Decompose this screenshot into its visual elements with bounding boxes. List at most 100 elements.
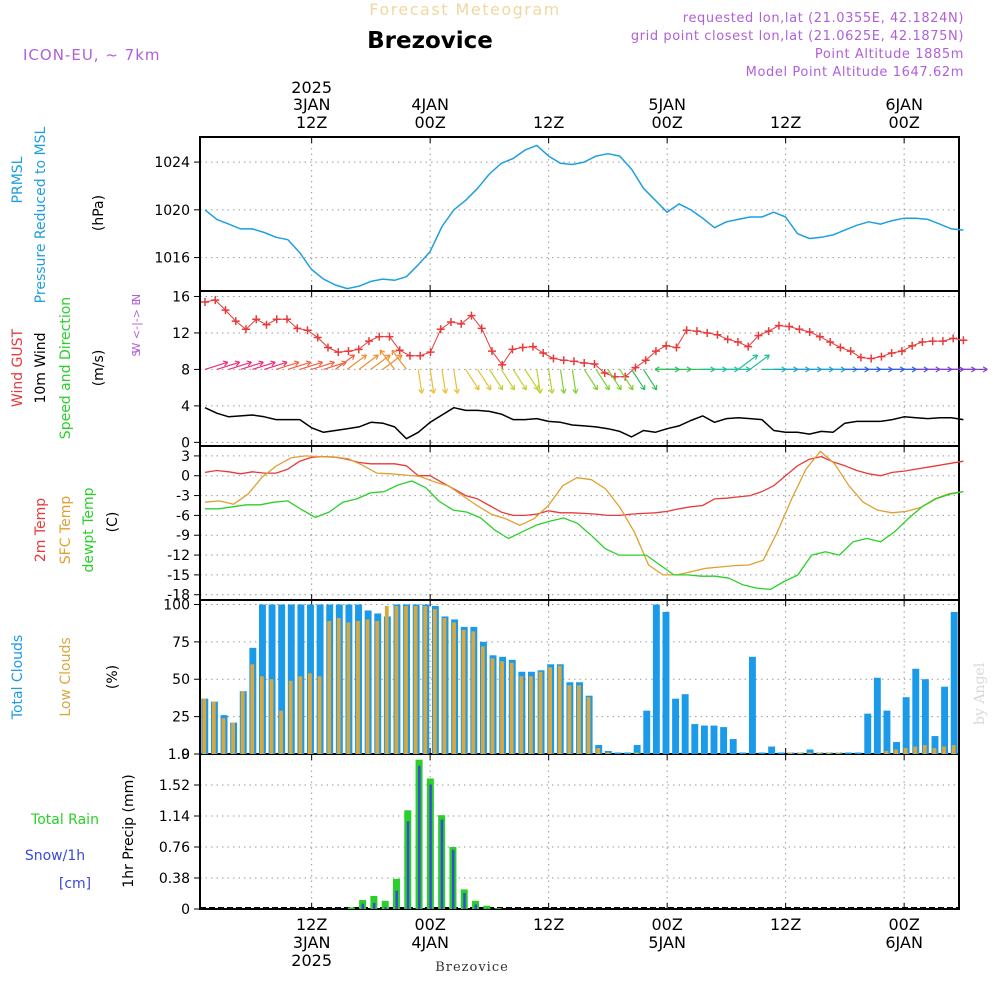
wind-arrow-head — [752, 354, 759, 360]
y-tick-label: 0.76 — [159, 840, 190, 856]
total-cloud-bar — [268, 604, 276, 754]
gust-marker — [856, 353, 865, 362]
gust-marker — [405, 351, 414, 360]
model-label: ICON-EU, ~ 7km — [23, 46, 161, 64]
wind-arrow — [749, 354, 770, 370]
wind-arrow — [441, 369, 447, 394]
gust-marker — [928, 337, 937, 346]
low-cloud-bar — [346, 622, 351, 754]
gust-marker — [498, 360, 507, 369]
low-cloud-bar — [259, 676, 264, 754]
low-cloud-bar — [951, 745, 956, 754]
wind-arrow — [252, 361, 276, 370]
cloud-unit: (%) — [105, 665, 121, 689]
low-cloud-bar — [288, 680, 293, 754]
wind-arrow-head — [391, 349, 397, 356]
wind-arrow-head — [293, 360, 300, 367]
wind-arrow-head — [270, 360, 276, 367]
low-cloud-bar — [509, 662, 514, 754]
temp-dewpt-label: dewpt Temp — [81, 487, 97, 572]
top-hour-label: 12Z — [296, 113, 327, 132]
total-cloud-bar — [806, 749, 814, 754]
gust-marker — [805, 328, 814, 337]
low-cloud-bar — [384, 605, 389, 754]
low-cloud-bar — [490, 658, 495, 754]
bottom-hour-label: 12Z — [296, 915, 327, 934]
top-hour-label: 00Z — [888, 113, 919, 132]
wind-arrow — [737, 354, 758, 370]
y-tick-label: 25 — [172, 710, 190, 726]
total-cloud-bar — [672, 698, 680, 754]
snow-bar — [384, 906, 387, 909]
top-hour-label: 00Z — [414, 113, 445, 132]
low-cloud-bar — [586, 697, 591, 754]
gust-marker — [590, 359, 599, 368]
cloud-side-labels: Total Clouds Low Clouds (%) — [10, 635, 121, 720]
temp-sfc-label: SFC Temp — [58, 496, 74, 565]
wind-arrow-head — [982, 366, 988, 373]
low-cloud-bar — [548, 667, 553, 754]
wind-arrow — [571, 369, 577, 394]
wind-arrow-head — [385, 354, 391, 360]
gust-marker — [897, 347, 906, 356]
total-cloud-bar — [729, 739, 737, 754]
total-cloud-bar — [287, 604, 295, 754]
gust-marker — [908, 341, 917, 350]
gust-marker — [959, 336, 968, 345]
watermark-title: Forecast Meteogram — [369, 0, 560, 19]
gust-marker — [457, 319, 466, 328]
low-cloud-bar — [202, 698, 207, 754]
snow-bar — [429, 784, 432, 909]
wind-arrow — [488, 369, 504, 391]
wind-arrow-head — [396, 354, 403, 360]
total-rain-label: Total Rain — [30, 812, 99, 828]
gust-marker — [385, 332, 394, 341]
wind-arrow-head — [497, 384, 504, 391]
y-tick-label: 0 — [181, 435, 190, 451]
low-cloud-bar — [519, 676, 524, 754]
gust-marker — [918, 338, 927, 347]
gust-marker — [436, 325, 445, 334]
wind-arrow-head — [373, 354, 379, 360]
low-cloud-bar — [836, 752, 841, 754]
wind-arrow — [391, 349, 407, 370]
total-cloud-bar — [681, 694, 689, 754]
low-cloud-bar — [250, 664, 255, 754]
low-cloud-bar — [221, 718, 226, 754]
wind-arrow-head — [745, 366, 751, 373]
gust-marker — [754, 331, 763, 340]
low-cloud-bar — [231, 722, 235, 754]
gust-marker — [262, 320, 271, 329]
gust-marker — [815, 332, 824, 341]
pressure-series — [204, 144, 964, 290]
low-cloud-bar — [269, 679, 274, 754]
total-cloud-bar — [864, 713, 872, 754]
total-cloud-bar — [893, 742, 901, 754]
gust-marker — [662, 341, 671, 350]
snow-bar — [406, 821, 410, 909]
gust-marker — [723, 335, 732, 344]
snow-label: Snow/1h — [25, 848, 85, 864]
gust-marker — [631, 363, 640, 372]
low-cloud-bar — [471, 631, 476, 754]
gust-marker — [518, 343, 527, 352]
low-cloud-bar — [365, 619, 370, 754]
bottom-day-label: 6JAN — [885, 933, 923, 952]
total-cloud-bar — [873, 677, 881, 754]
pressure-label-prmsl: PRMSL — [10, 156, 26, 203]
low-cloud-bar — [538, 671, 543, 754]
top-day-label: 4JAN — [411, 95, 449, 114]
gust-marker — [344, 347, 353, 356]
wind-arrow-head — [453, 388, 460, 394]
wind-arrow-head — [640, 384, 646, 391]
wind-arrow-head — [521, 384, 527, 391]
gust-marker — [559, 356, 568, 365]
wind-line — [204, 406, 964, 440]
panel-frame — [199, 753, 960, 910]
y-tick-label: -9 — [176, 528, 190, 544]
total-cloud-bar — [902, 697, 910, 754]
top-day-label: 5JAN — [648, 95, 686, 114]
low-cloud-bar — [596, 748, 601, 754]
wind-arrow-head — [651, 384, 658, 391]
gust-marker — [692, 327, 701, 336]
